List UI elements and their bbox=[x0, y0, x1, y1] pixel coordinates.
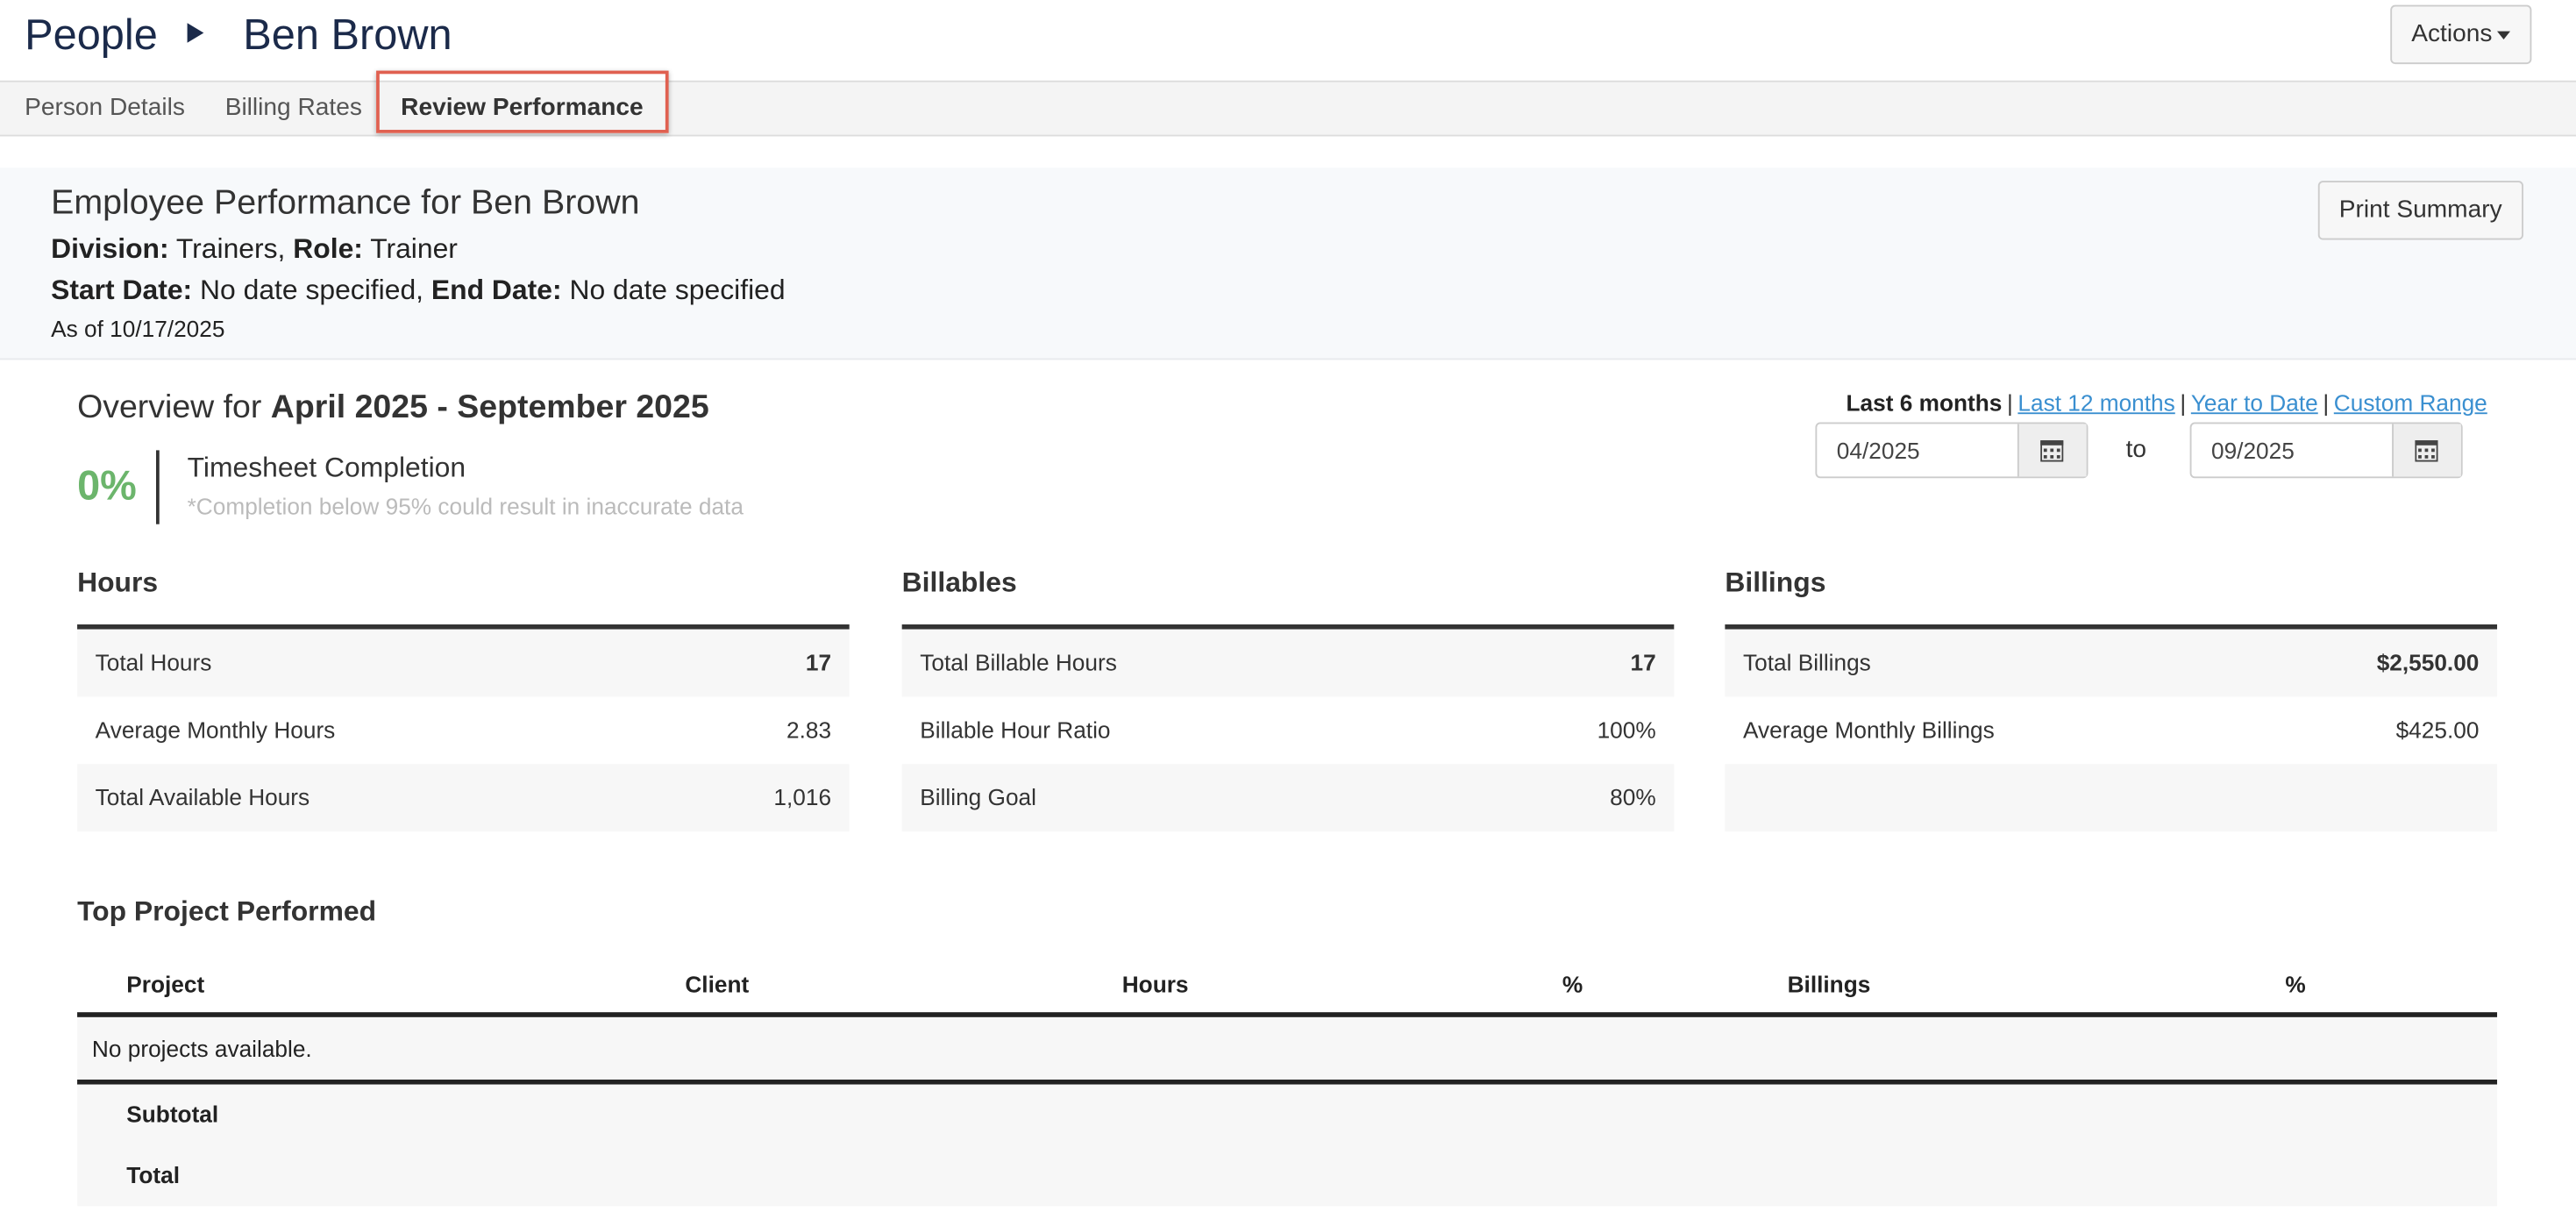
date-line: Start Date: No date specified, End Date:… bbox=[51, 274, 786, 307]
page-title: Ben Brown bbox=[243, 10, 452, 60]
range-option[interactable]: Custom Range bbox=[2333, 389, 2487, 417]
range-option[interactable]: Year to Date bbox=[2190, 389, 2318, 417]
tab[interactable]: Billing Rates bbox=[224, 93, 362, 122]
stat-row: Billing Goal 80% bbox=[901, 764, 1675, 832]
column-header: Billings bbox=[1787, 971, 1871, 998]
tab-bar: Person Details Billing Rates Review Perf… bbox=[0, 80, 2576, 137]
subtotal-row: Subtotal bbox=[77, 1084, 2498, 1145]
value: Trainers, bbox=[175, 233, 286, 265]
to-value: 09/2025 bbox=[2211, 437, 2295, 464]
column-header: Hours bbox=[1121, 971, 1189, 998]
actions-button[interactable]: Actions bbox=[2389, 4, 2532, 65]
divider bbox=[156, 450, 160, 524]
caret bbox=[2497, 30, 2511, 39]
stat-value: 17 bbox=[1630, 649, 1656, 676]
range-option[interactable]: Last 12 months bbox=[2017, 389, 2175, 417]
range: April 2025 - September 2025 bbox=[270, 389, 709, 426]
from-input[interactable]: 04/2025 bbox=[1815, 422, 2089, 479]
stat-row: Total Billable Hours 17 bbox=[901, 629, 1675, 697]
stat-row: Total Available Hours 1,016 bbox=[77, 764, 850, 832]
stat-value: 100% bbox=[1597, 716, 1656, 743]
table-header: Project Client Hours% Billings% bbox=[77, 956, 2498, 1017]
top-bar: People Ben Brown Actions bbox=[0, 0, 2576, 79]
calendar-icon bbox=[2415, 440, 2438, 462]
panel-body: Total Billable Hours 17 Billable Hour Rati… bbox=[901, 629, 1675, 832]
stat-label: Total Available Hours bbox=[95, 783, 310, 810]
calendar-button[interactable] bbox=[2392, 424, 2461, 477]
stat-label: Total Billable Hours bbox=[920, 649, 1117, 676]
panel-body: Total Hours 17 Average Monthly Hours 2.83 To… bbox=[77, 629, 850, 832]
stat-value: 1,016 bbox=[773, 783, 832, 810]
from-value: 04/2025 bbox=[1836, 437, 1920, 464]
stat-value: 17 bbox=[805, 649, 832, 676]
overview-title: Overview for April 2025 - September 2025 bbox=[77, 389, 709, 427]
actions-label: Actions bbox=[2411, 19, 2493, 48]
stat-panel: Billables Total Billable Hours 17 Billable … bbox=[901, 567, 1675, 832]
column-header: Project bbox=[126, 971, 205, 998]
stat-label: Billable Hour Ratio bbox=[920, 716, 1111, 743]
print-summary-button[interactable]: Print Summary bbox=[2317, 181, 2524, 240]
label: Start Date: bbox=[51, 274, 193, 306]
top-projects-title: Top Project Performed bbox=[77, 895, 377, 927]
calendar-icon bbox=[2040, 440, 2064, 462]
label: End Date: bbox=[431, 274, 562, 306]
stat-panel: Hours Total Hours 17 Average Monthly Hours 2… bbox=[77, 567, 850, 832]
summary: Employee Performance for Ben Brown Divis… bbox=[0, 168, 2576, 360]
empty-row: No projects available. bbox=[77, 1016, 2498, 1085]
tab[interactable]: Person Details bbox=[25, 93, 185, 122]
value: Trainer bbox=[370, 233, 458, 265]
range-option[interactable]: Last 6 months bbox=[1846, 389, 2003, 417]
column-header: % bbox=[2285, 971, 2306, 998]
breadcrumb-arrow bbox=[187, 23, 204, 43]
calendar-button[interactable] bbox=[2017, 424, 2087, 477]
label: Division: bbox=[51, 233, 169, 265]
stat-panel: Billings Total Billings $2,550.00 Average M… bbox=[1725, 567, 2498, 832]
stat-row: Average Monthly Billings $425.00 bbox=[1725, 696, 2497, 764]
completion-title: Timesheet Completion bbox=[187, 452, 466, 483]
to-input[interactable]: 09/2025 bbox=[2189, 422, 2463, 479]
breadcrumb[interactable]: People bbox=[25, 10, 158, 60]
panel-body: Total Billings $2,550.00 Average Monthly B… bbox=[1725, 629, 2498, 832]
stat-row: Total Billings $2,550.00 bbox=[1725, 629, 2498, 697]
value: No date specified bbox=[569, 274, 786, 306]
tab[interactable]: Review Performance bbox=[401, 93, 644, 122]
total-row: Total bbox=[77, 1144, 2498, 1207]
highlight-box bbox=[376, 70, 669, 133]
stat-label: Billing Goal bbox=[920, 783, 1036, 810]
panel-title: Billables bbox=[901, 567, 1675, 630]
completion-note: *Completion below 95% could result in in… bbox=[187, 493, 744, 520]
summary-heading: Employee Performance for Ben Brown bbox=[51, 183, 640, 222]
as-of: As of 10/17/2025 bbox=[51, 315, 225, 342]
stat-row: Total Hours 17 bbox=[77, 629, 850, 697]
stat-row bbox=[1725, 764, 2498, 832]
stat-label: Total Hours bbox=[95, 649, 212, 676]
stat-row: Average Monthly Hours 2.83 bbox=[77, 696, 850, 764]
to-label: to bbox=[2125, 435, 2147, 464]
completion-percent: 0% bbox=[77, 463, 137, 510]
column-header: % bbox=[1562, 971, 1583, 998]
stat-label: Average Monthly Hours bbox=[95, 716, 336, 743]
stat-value: 2.83 bbox=[786, 716, 832, 743]
stat-label: Total Billings bbox=[1742, 649, 1871, 676]
range-options: Last 6 months | Last 12 months | Year to Dat… bbox=[1846, 389, 2487, 417]
stat-value: 80% bbox=[1610, 783, 1656, 810]
label: Role: bbox=[293, 233, 363, 265]
stat-value: $425.00 bbox=[2395, 716, 2480, 743]
value: No date specified, bbox=[200, 274, 424, 306]
stat-label: Average Monthly Billings bbox=[1742, 716, 1995, 743]
panel-title: Billings bbox=[1725, 567, 2498, 630]
stat-row: Billable Hour Ratio 100% bbox=[902, 696, 1675, 764]
division-line: Division: Trainers, Role: Trainer bbox=[51, 233, 458, 266]
projects-table: Project Client Hours% Billings% No projects… bbox=[77, 956, 2498, 1207]
stat-value: $2,550.00 bbox=[2376, 649, 2480, 676]
prefix: Overview for bbox=[77, 389, 262, 426]
panel-title: Hours bbox=[77, 567, 850, 630]
column-header: Client bbox=[685, 971, 750, 998]
